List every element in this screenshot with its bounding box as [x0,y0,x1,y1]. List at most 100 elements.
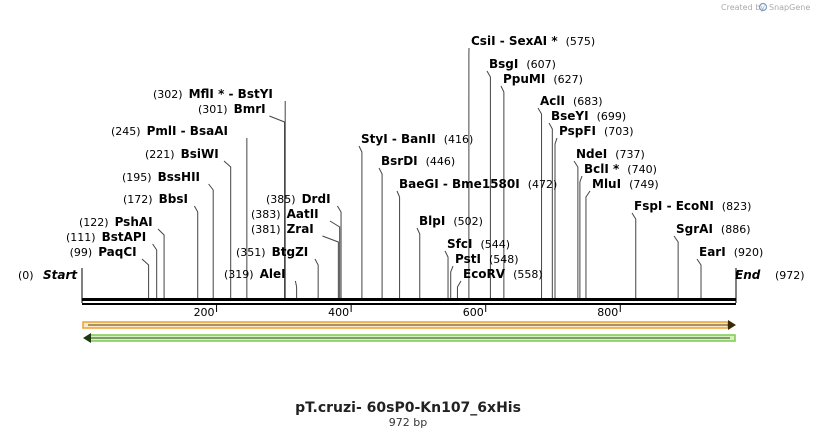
site-position: (627) [553,73,583,86]
site-mlui[interactable]: MluI (749) [592,177,659,191]
end-label: End [735,268,761,282]
site-position: (195) [122,171,152,184]
site-bsgi[interactable]: BsgI (607) [489,57,556,71]
site-position: (737) [615,148,645,161]
site-enzyme: PaqCI [98,245,136,259]
site-drdi[interactable]: (385) DrdI [266,192,331,206]
site-enzyme: EcoRV [463,267,506,281]
site-pshai[interactable]: (122) PshAI [79,215,153,229]
site-line [579,175,583,298]
site-enzyme: PstI [455,252,481,266]
site-bmri[interactable]: (301) BmrI [198,102,266,116]
site-enzyme: SfcI [447,237,472,251]
site-enzyme: FspI - EcoNI [634,199,714,213]
site-ppumi[interactable]: PpuMI (627) [503,72,583,86]
site-position: (920) [734,246,764,259]
site-enzyme: BlpI [419,214,445,228]
site-bsshii[interactable]: (195) BssHII [122,170,200,184]
site-position: (416) [444,133,474,146]
site-aatii[interactable]: (383) AatII [251,207,319,221]
site-line [152,243,158,298]
site-bbsi[interactable]: (172) BbsI [123,192,188,206]
site-line [486,70,491,298]
site-position: (383) [251,208,281,221]
site-alei[interactable]: (319) AleI [224,267,286,281]
site-enzyme: EarI [699,245,726,259]
site-baegi-bme1580i[interactable]: BaeGI - Bme1580I (472) [399,177,557,191]
site-enzyme: BsgI [489,57,518,71]
site-ecorv[interactable]: EcoRV (558) [463,267,543,281]
site-enzyme: MflI * - BstYI [189,87,273,101]
site-line [548,122,553,298]
site-line [396,190,401,298]
site-lines [141,47,702,298]
site-label: BaeGI - Bme1580I (472) [399,177,557,191]
site-bsrdi[interactable]: BsrDI (446) [381,154,455,168]
site-label: MluI (749) [592,177,659,191]
site-label: (383) AatII [251,207,319,221]
site-position: (221) [145,148,175,161]
site-bsiwi[interactable]: (221) BsiWI [145,147,219,161]
site-btgzi[interactable]: (351) BtgZI [236,245,308,259]
site-enzyme: AclI [540,94,565,108]
site-fspi-econi[interactable]: FspI - EcoNI (823) [634,199,751,213]
site-styi-banii[interactable]: StyI - BanII (416) [361,132,473,146]
sequence-title: pT.cruzi- 60sP0-Kn107_6xHis [295,400,521,416]
site-enzyme: SgrAI [676,222,713,236]
site-line [416,227,421,298]
site-position: (301) [198,103,228,116]
site-position: (319) [224,268,254,281]
site-label: (381) ZraI [251,222,314,236]
site-position: (99) [70,246,93,259]
site-label: EarI (920) [699,245,763,259]
site-position: (699) [597,110,627,123]
site-position: (122) [79,216,109,229]
site-ndei[interactable]: NdeI (737) [576,147,645,161]
tick-label: 400 [328,306,349,319]
tick-label: 800 [597,306,618,319]
site-line [157,228,165,298]
site-line [294,280,298,298]
site-zrai[interactable]: (381) ZraI [251,222,314,236]
site-line [444,250,449,298]
site-pspfi[interactable]: PspFI (703) [559,124,634,138]
site-bstapi[interactable]: (111) BstAPI [66,230,146,244]
site-enzyme: BsiWI [181,147,219,161]
green-feature-arrow[interactable] [83,333,736,343]
site-label: FspI - EcoNI (823) [634,199,751,213]
site-enzyme: PpuMI [503,72,545,86]
site-line [573,160,579,298]
site-acli[interactable]: AclI (683) [540,94,603,108]
site-mfli-bstyi[interactable]: (302) MflI * - BstYI [153,87,273,101]
site-csii-sexai[interactable]: CsiI - SexAI * (575) [471,34,595,48]
site-blpi[interactable]: BlpI (502) [419,214,483,228]
sequence-backbone[interactable] [82,298,736,305]
ruler-ticks: 200 400 600 800 [194,305,621,319]
site-label: SgrAI (886) [676,222,751,236]
site-sgrai[interactable]: SgrAI (886) [676,222,751,236]
site-enzyme: BaeGI - Bme1580I [399,177,520,191]
site-line [554,137,558,298]
site-line [378,167,383,298]
site-pmli-bsaai[interactable]: (245) PmlI - BsaAI [111,124,228,138]
site-eari[interactable]: EarI (920) [699,245,763,259]
site-bseyi[interactable]: BseYI (699) [551,109,626,123]
site-position: (548) [489,253,519,266]
site-bcli[interactable]: BclI * (740) [584,162,657,176]
site-enzyme: BsrDI [381,154,418,168]
site-sfci[interactable]: SfcI (544) [447,237,510,251]
site-line [673,235,679,298]
site-paqci[interactable]: (99) PaqCI [70,245,137,259]
end-position: (972) [775,269,805,282]
orange-feature-arrow[interactable] [82,320,736,330]
site-line [329,220,341,298]
site-label: (111) BstAPI [66,230,146,244]
site-position: (749) [629,178,659,191]
site-psti[interactable]: PstI (548) [455,252,519,266]
site-label: (301) BmrI [198,102,266,116]
site-enzyme: BmrI [234,102,266,116]
site-label: CsiI - SexAI * (575) [471,34,595,48]
sequence-length: 972 bp [389,416,427,429]
snapgene-credit[interactable]: Created by SnapGene [721,2,810,12]
tick-label: 200 [194,306,215,319]
